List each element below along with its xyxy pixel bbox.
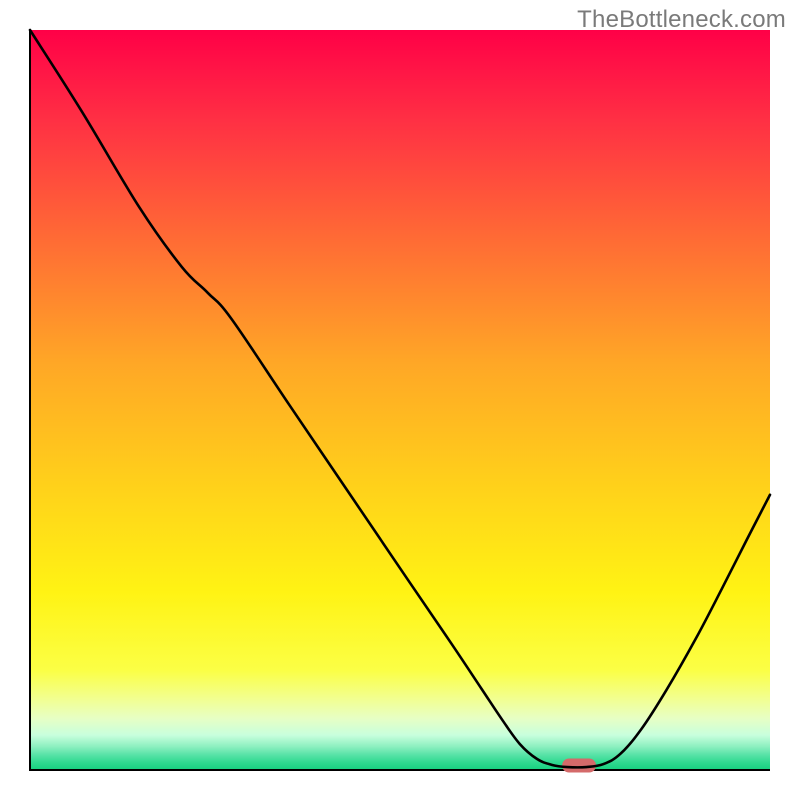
bottleneck-chart: TheBottleneck.com — [0, 0, 800, 800]
chart-svg — [0, 0, 800, 800]
watermark-text: TheBottleneck.com — [577, 6, 786, 34]
chart-background — [30, 30, 770, 770]
